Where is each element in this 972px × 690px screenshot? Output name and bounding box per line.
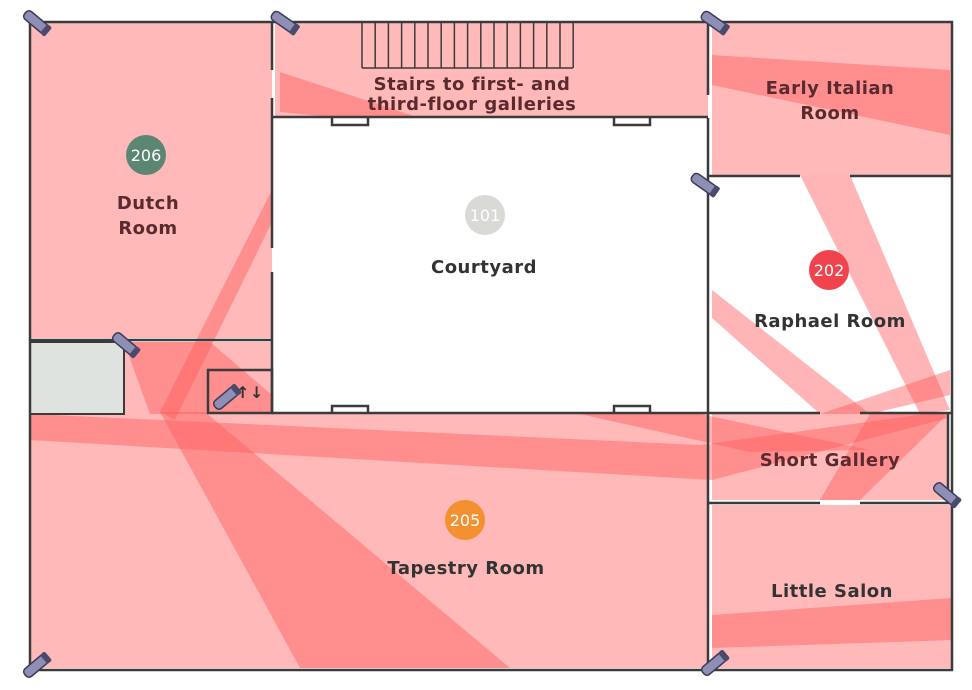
early-italian-label-line2: Room [800,103,859,124]
beam-short-gallery-2 [820,414,948,500]
room-number-badge[interactable] [465,195,505,235]
outer-wall [28,20,954,672]
camera-bottom-right[interactable] [699,649,730,677]
little-salon-label: Little Salon [771,581,893,602]
pillar-ne [612,118,652,127]
beam-raphael-1 [800,175,950,414]
camera-beams [30,55,952,668]
cameras [21,8,962,679]
beam-corridor [30,412,948,480]
coverage-tapestry-room [30,414,708,668]
staircase [361,22,574,69]
badge-205[interactable]: 205 [445,500,485,540]
elevator-shaft [206,368,274,415]
badge-202[interactable]: 202 [809,250,849,290]
coverage-areas [30,22,952,668]
courtyard-label: Courtyard [431,257,537,278]
room-number: 101 [470,206,501,225]
badge-101[interactable]: 101 [465,195,505,235]
stairs-label-line2: third-floor galleries [368,94,577,115]
camera-top-right[interactable] [699,9,730,36]
camera-lens-icon [719,23,730,36]
pillar-se [612,404,652,413]
stairs-label-line1: Stairs to first- and [374,74,571,95]
beam-little-salon [712,598,952,648]
coverage-little-salon [712,505,952,668]
beam-raphael-2 [712,290,870,414]
service-room [29,341,125,415]
early-italian-label-line1: Early Italian [766,78,895,99]
pillar-nw [330,118,370,127]
camera-lens-icon [40,24,52,37]
beam-corridor-east [580,414,870,452]
beam-top-center [280,72,420,118]
camera-lens-icon [289,23,300,36]
coverage-stairs-room [275,22,708,118]
room-number: 202 [814,261,845,280]
pillar-sw [330,404,370,413]
room-number-badge[interactable] [126,135,166,175]
room-number-badge[interactable] [445,500,485,540]
camera-nw-corner[interactable] [21,8,52,37]
camera-lens-icon [230,383,242,396]
dutch-room-label-line2: Room [118,218,177,239]
raphael-room-label: Raphael Room [754,311,906,332]
coverage-early-italian [712,22,952,175]
room-number: 205 [450,511,481,530]
camera-sw-corner[interactable] [21,651,52,679]
beam-dutch-diagonal [160,190,272,420]
walls [28,20,954,672]
badge-206[interactable]: 206 [126,135,166,175]
beam-tapestry-diagonal [160,412,510,668]
room-number-badge[interactable] [809,250,849,290]
camera-lens-icon [950,496,962,509]
camera-lens-icon [718,649,730,662]
coverage-short-gallery [712,414,948,500]
dutch-room-label-line1: Dutch [117,193,179,214]
camera-lens-icon [40,651,52,664]
room-number: 206 [131,146,162,165]
raphael-room-floor [712,178,952,410]
camera-lens-icon [709,185,720,198]
coverage-dutch-room [30,22,272,338]
short-gallery-label: Short Gallery [760,450,900,471]
camera-courtyard-east[interactable] [689,171,720,198]
camera-lens-icon [129,346,141,359]
camera-dutch-south[interactable] [110,330,141,359]
camera-short-gallery-east[interactable] [931,480,962,509]
camera-elevator[interactable] [211,383,242,411]
beam-early-italian [712,55,950,135]
beam-short-gallery [820,370,950,414]
courtyard-floor [275,118,708,414]
tapestry-room-label: Tapestry Room [387,558,544,579]
elevator-arrows-icon: ↑↓ [236,383,264,402]
camera-top-center[interactable] [269,9,300,36]
